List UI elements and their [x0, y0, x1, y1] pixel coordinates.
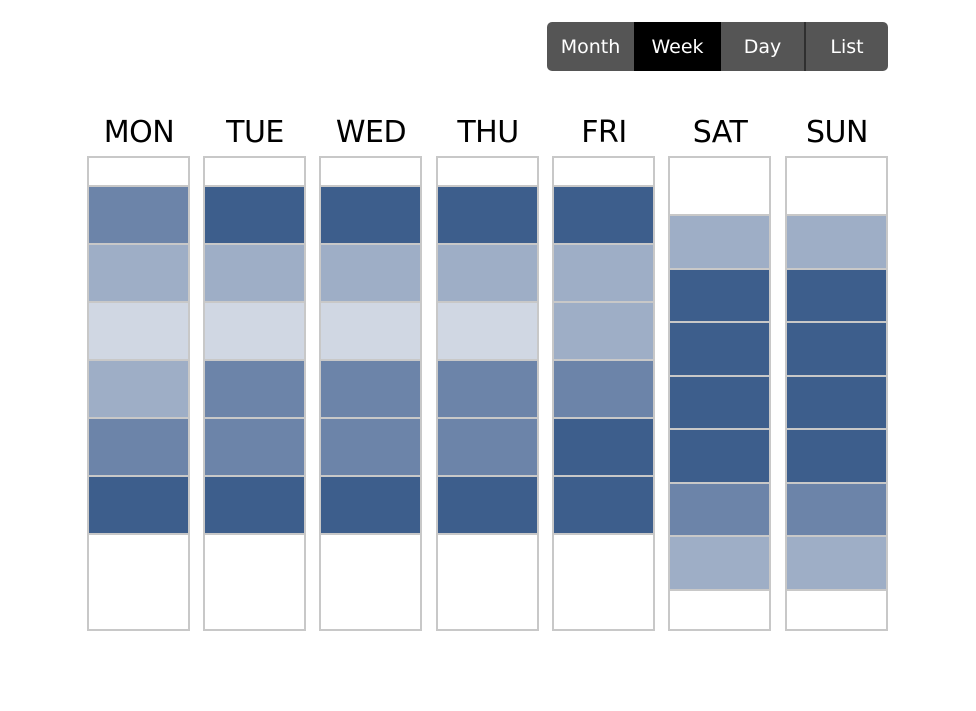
- view-switcher: Month Week Day List: [547, 22, 888, 71]
- time-slot-block[interactable]: [787, 535, 886, 591]
- time-slot-block[interactable]: [438, 185, 537, 245]
- time-slot-block[interactable]: [205, 301, 304, 361]
- day-header-sun: SUN: [806, 115, 868, 150]
- day-column-fri[interactable]: [552, 156, 655, 631]
- month-view-button[interactable]: Month: [560, 35, 621, 58]
- time-slot-block[interactable]: [554, 417, 653, 477]
- time-slot-block[interactable]: [787, 374, 886, 430]
- day-column-sat[interactable]: [668, 156, 771, 631]
- time-slot-block[interactable]: [554, 185, 653, 245]
- time-slot-block[interactable]: [321, 243, 420, 303]
- time-slot-block[interactable]: [205, 185, 304, 245]
- day-column-sun[interactable]: [785, 156, 888, 631]
- time-slot-block[interactable]: [670, 374, 769, 430]
- time-slot-block[interactable]: [438, 301, 537, 361]
- day-column-tue[interactable]: [203, 156, 306, 631]
- time-slot-block[interactable]: [787, 214, 886, 270]
- time-slot-block[interactable]: [438, 359, 537, 419]
- time-slot-block[interactable]: [554, 243, 653, 303]
- day-header-wed: WED: [335, 115, 407, 150]
- time-slot-block[interactable]: [670, 267, 769, 323]
- time-slot-block[interactable]: [321, 417, 420, 477]
- time-slot-block[interactable]: [205, 417, 304, 477]
- day-column-mon[interactable]: [87, 156, 190, 631]
- day-column-thu[interactable]: [436, 156, 539, 631]
- time-slot-block[interactable]: [205, 359, 304, 419]
- time-slot-block[interactable]: [89, 301, 188, 361]
- time-slot-block[interactable]: [205, 475, 304, 535]
- day-view-button[interactable]: Day: [743, 35, 782, 58]
- day-header-mon: MON: [103, 115, 175, 150]
- time-slot-block[interactable]: [89, 475, 188, 535]
- time-slot-block[interactable]: [321, 359, 420, 419]
- time-slot-block[interactable]: [554, 301, 653, 361]
- time-slot-block[interactable]: [787, 428, 886, 484]
- time-slot-block[interactable]: [438, 475, 537, 535]
- time-slot-block[interactable]: [787, 267, 886, 323]
- time-slot-block[interactable]: [205, 243, 304, 303]
- time-slot-block[interactable]: [89, 417, 188, 477]
- time-slot-block[interactable]: [670, 321, 769, 377]
- time-slot-block[interactable]: [321, 301, 420, 361]
- time-slot-block[interactable]: [321, 185, 420, 245]
- day-header-tue: TUE: [226, 115, 284, 150]
- time-slot-block[interactable]: [787, 321, 886, 377]
- time-slot-block[interactable]: [438, 417, 537, 477]
- time-slot-block[interactable]: [787, 481, 886, 537]
- day-header-fri: FRI: [581, 115, 627, 150]
- time-slot-block[interactable]: [670, 481, 769, 537]
- list-view-button[interactable]: List: [804, 22, 888, 71]
- time-slot-block[interactable]: [670, 428, 769, 484]
- time-slot-block[interactable]: [89, 359, 188, 419]
- time-slot-block[interactable]: [438, 243, 537, 303]
- day-column-wed[interactable]: [319, 156, 422, 631]
- time-slot-block[interactable]: [89, 185, 188, 245]
- time-slot-block[interactable]: [89, 243, 188, 303]
- time-slot-block[interactable]: [321, 475, 420, 535]
- time-slot-block[interactable]: [554, 359, 653, 419]
- time-slot-block[interactable]: [670, 535, 769, 591]
- day-header-sat: SAT: [692, 115, 748, 150]
- day-header-thu: THU: [457, 115, 519, 150]
- time-slot-block[interactable]: [554, 475, 653, 535]
- time-slot-block[interactable]: [670, 214, 769, 270]
- week-view-button[interactable]: Week: [634, 22, 721, 71]
